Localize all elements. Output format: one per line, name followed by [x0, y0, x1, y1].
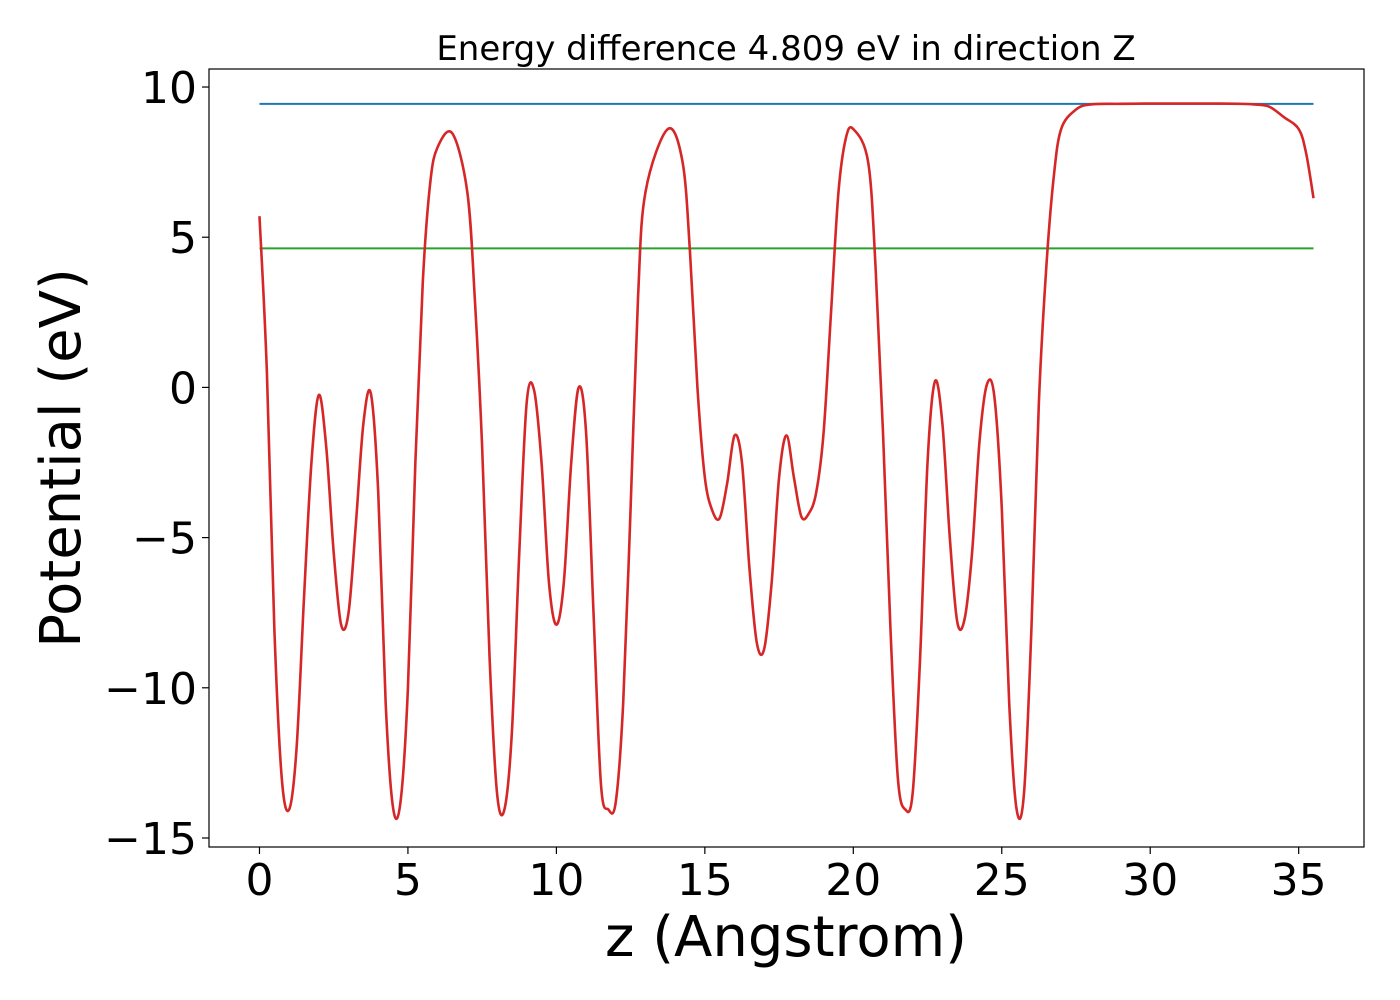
axes-frame — [208, 68, 1365, 848]
x-tick-label: 30 — [1122, 855, 1178, 906]
y-tick-label: 5 — [169, 213, 197, 264]
x-tick-label: 35 — [1271, 855, 1327, 906]
x-axis: 0 5 10 15 20 25 30 35 — [245, 847, 1327, 906]
x-tick-label: 20 — [825, 855, 881, 906]
x-axis-label: z (Angstrom) — [605, 905, 967, 970]
potential-curve — [258, 102, 1315, 821]
y-tick-label: −15 — [104, 814, 197, 865]
y-tick-label: 0 — [169, 363, 197, 414]
x-tick-label: 0 — [245, 855, 273, 906]
y-tick-label: −5 — [132, 514, 197, 565]
y-axis: 10 5 0 −5 −10 −15 — [104, 63, 209, 865]
y-tick-label: 10 — [141, 63, 197, 114]
y-tick-label: −10 — [104, 664, 197, 715]
x-tick-label: 25 — [974, 855, 1030, 906]
x-tick-label: 10 — [528, 855, 584, 906]
y-axis-label: Potential (eV) — [29, 268, 94, 648]
x-tick-label: 5 — [394, 855, 422, 906]
plot-area — [258, 102, 1315, 821]
x-tick-label: 15 — [677, 855, 733, 906]
chart-title: Energy difference 4.809 eV in direction … — [436, 29, 1135, 69]
